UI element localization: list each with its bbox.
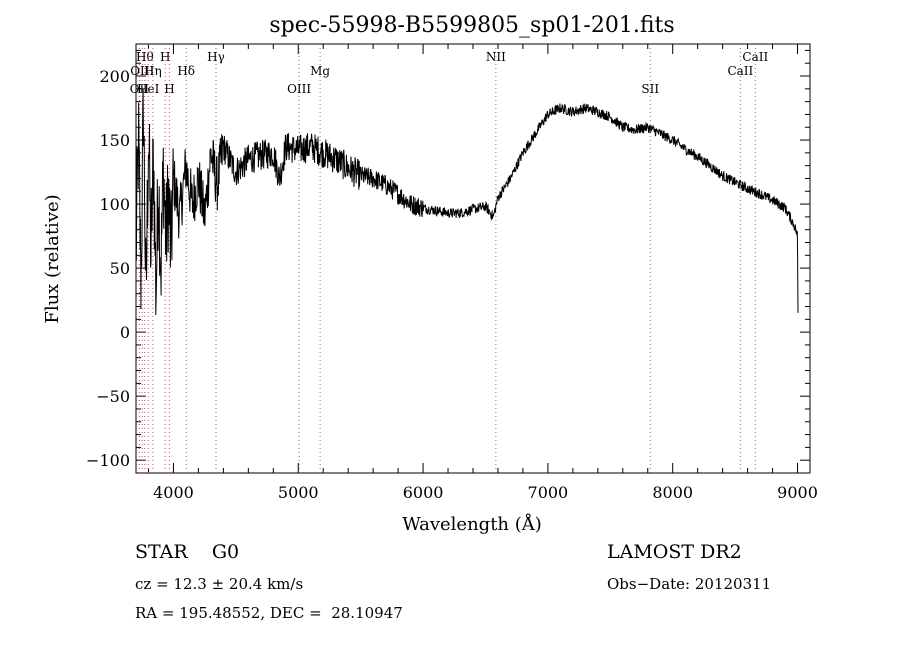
object-class: STAR G0 (135, 541, 240, 563)
y-tick-label: 200 (99, 67, 130, 86)
x-tick-label: 6000 (403, 483, 444, 502)
line-label: HeI (137, 82, 160, 96)
x-tick-label: 4000 (153, 483, 194, 502)
coordinates: RA = 195.48552, DEC = 28.10947 (135, 604, 403, 622)
y-tick-label: 0 (120, 323, 130, 342)
x-axis-label: Wavelength (Å) (402, 513, 542, 535)
plot-frame (135, 43, 811, 474)
x-tick-label: 5000 (278, 483, 319, 502)
line-label: H (164, 82, 174, 96)
survey-name: LAMOST DR2 (607, 541, 742, 563)
x-tick-label: 9000 (777, 483, 818, 502)
line-label: Mg (310, 64, 330, 78)
chart-title: spec-55998-B5599805_sp01-201.fits (269, 13, 674, 38)
x-tick-label: 8000 (652, 483, 693, 502)
line-label: Hγ (207, 50, 225, 64)
line-label: Hη (144, 64, 162, 78)
line-label: Hδ (177, 64, 195, 78)
line-label: CaII (742, 50, 768, 64)
redshift-text: cz = 12.3 ± 20.4 km/s (135, 575, 304, 593)
y-tick-label: 100 (99, 195, 130, 214)
line-label: H (160, 50, 170, 64)
line-label: Hθ (136, 50, 154, 64)
y-tick-label: 150 (99, 131, 130, 150)
line-label: OIII (130, 64, 154, 78)
line-label: SII (641, 82, 659, 96)
line-label: CaII (727, 64, 753, 78)
y-tick-label: −50 (96, 387, 130, 406)
spectrum-line (135, 88, 799, 316)
y-axis-label: Flux (relative) (42, 194, 63, 323)
line-label: OIII (287, 82, 311, 96)
obs-date: Obs−Date: 20120311 (607, 575, 772, 593)
spectrum-series (135, 88, 799, 316)
axes: 4000 5000 6000 7000 8000 9000 −100 −50 0 50 100 150… (86, 43, 818, 502)
y-tick-label: −100 (86, 451, 130, 470)
line-label: NII (486, 50, 506, 64)
x-tick-label: 7000 (528, 483, 569, 502)
y-tick-label: 50 (110, 259, 130, 278)
